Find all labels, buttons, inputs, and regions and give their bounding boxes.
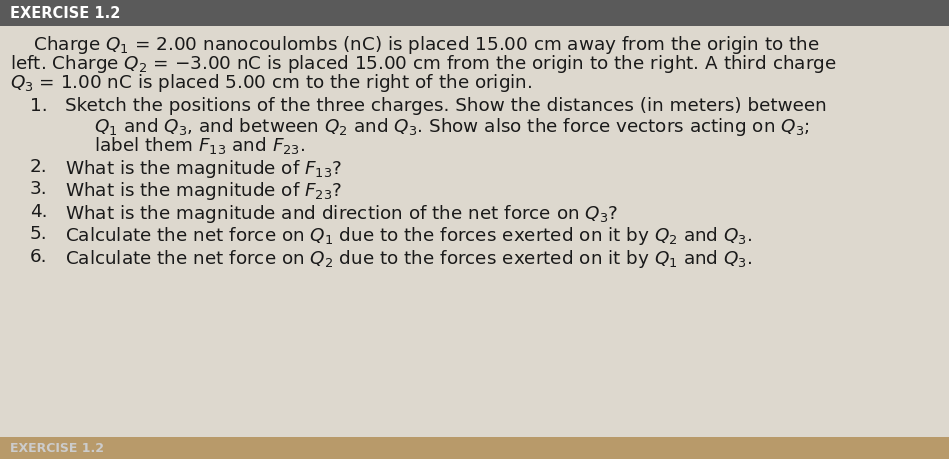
Text: EXERCISE 1.2: EXERCISE 1.2 (10, 6, 121, 21)
Text: What is the magnitude of $F_{23}$?: What is the magnitude of $F_{23}$? (65, 180, 343, 202)
Text: Sketch the positions of the three charges. Show the distances (in meters) betwee: Sketch the positions of the three charge… (65, 97, 827, 115)
Text: EXERCISE 1.2: EXERCISE 1.2 (10, 442, 104, 454)
Text: 6.: 6. (30, 247, 47, 266)
Text: 4.: 4. (30, 202, 47, 221)
Text: $Q_3$ = 1.00 nC is placed 5.00 cm to the right of the origin.: $Q_3$ = 1.00 nC is placed 5.00 cm to the… (10, 72, 532, 94)
Text: Charge $Q_1$ = 2.00 nanocoulombs (nC) is placed 15.00 cm away from the origin to: Charge $Q_1$ = 2.00 nanocoulombs (nC) is… (10, 34, 820, 56)
Text: Calculate the net force on $Q_2$ due to the forces exerted on it by $Q_1$ and $Q: Calculate the net force on $Q_2$ due to … (65, 247, 753, 269)
Text: 3.: 3. (30, 180, 47, 198)
Text: label them $F_{13}$ and $F_{23}$.: label them $F_{13}$ and $F_{23}$. (65, 135, 306, 156)
Text: 1.: 1. (30, 97, 47, 115)
Text: What is the magnitude of $F_{13}$?: What is the magnitude of $F_{13}$? (65, 157, 343, 179)
Text: Calculate the net force on $Q_1$ due to the forces exerted on it by $Q_2$ and $Q: Calculate the net force on $Q_1$ due to … (65, 225, 753, 247)
Bar (0, 0, 949, 26)
Text: What is the magnitude and direction of the net force on $Q_3$?: What is the magnitude and direction of t… (65, 202, 619, 224)
Text: $Q_1$ and $Q_3$, and between $Q_2$ and $Q_3$. Show also the force vectors acting: $Q_1$ and $Q_3$, and between $Q_2$ and $… (65, 116, 809, 138)
Bar (0, 437, 949, 459)
Text: 2.: 2. (30, 157, 47, 175)
Text: 5.: 5. (30, 225, 47, 243)
Text: left. Charge $Q_2$ = −3.00 nC is placed 15.00 cm from the origin to the right. A: left. Charge $Q_2$ = −3.00 nC is placed … (10, 53, 836, 75)
